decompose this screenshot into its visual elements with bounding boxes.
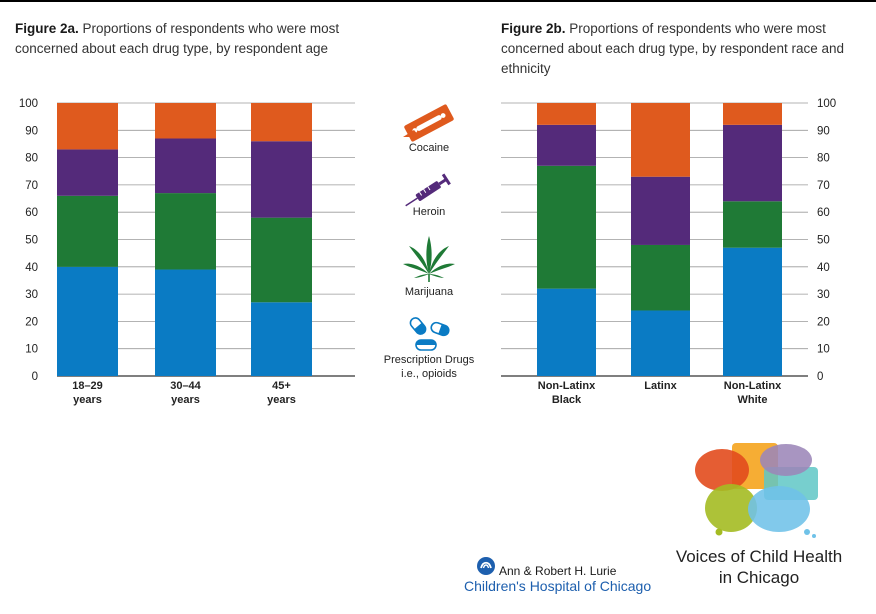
y-tick-label: 10 bbox=[817, 344, 830, 356]
y-tick-label: 80 bbox=[25, 153, 38, 165]
y-tick-label: 30 bbox=[817, 289, 830, 301]
bar-segment-prescription bbox=[723, 247, 782, 376]
powder-icon bbox=[403, 130, 420, 137]
y-tick-label: 60 bbox=[817, 207, 830, 219]
bar-segment-heroin bbox=[251, 141, 312, 218]
x-category-label: Non-Latinx bbox=[538, 380, 596, 392]
y-tick-label: 60 bbox=[25, 207, 38, 219]
y-tick-label: 50 bbox=[25, 235, 38, 247]
x-category-label: Non-Latinx bbox=[724, 380, 782, 392]
x-category-label: 18–29 bbox=[72, 380, 103, 392]
bar-segment-cocaine bbox=[631, 103, 690, 177]
figure-2b-title: Figure 2b. Proportions of respondents wh… bbox=[501, 19, 861, 79]
voices-logo-line2: in Chicago bbox=[718, 568, 800, 587]
bar-segment-prescription bbox=[251, 302, 312, 376]
y-tick-label: 90 bbox=[817, 125, 830, 137]
y-tick-label: 20 bbox=[25, 316, 38, 328]
hospital-name-line2: Children's Hospital of Chicago bbox=[464, 578, 652, 594]
legend-cocaine: Cocaine bbox=[409, 142, 449, 154]
y-tick-label: 90 bbox=[25, 125, 38, 137]
bar-segment-prescription bbox=[537, 288, 596, 376]
legend-heroin: Heroin bbox=[413, 206, 445, 218]
y-tick-label: 100 bbox=[817, 98, 836, 110]
top-rule bbox=[0, 0, 876, 2]
figure-2a-label: Figure 2a. bbox=[15, 21, 79, 36]
figure-2b-caption: Proportions of respondents who were most… bbox=[501, 21, 844, 76]
bar-segment-prescription bbox=[631, 310, 690, 376]
x-category-label-line2: years bbox=[267, 394, 296, 406]
y-tick-label: 0 bbox=[817, 371, 823, 383]
bar-segment-marijuana bbox=[155, 193, 216, 270]
bar-segment-heroin bbox=[57, 149, 118, 196]
legend-prescription-line2: i.e., opioids bbox=[401, 368, 457, 380]
y-tick-label: 100 bbox=[19, 98, 38, 110]
bar-segment-heroin bbox=[155, 138, 216, 194]
bar-segment-cocaine bbox=[251, 103, 312, 142]
bar-segment-cocaine bbox=[723, 103, 782, 125]
y-tick-label: 30 bbox=[25, 289, 38, 301]
y-tick-label: 10 bbox=[25, 344, 38, 356]
legend-prescription-line1: Prescription Drugs bbox=[384, 354, 475, 366]
y-tick-label: 0 bbox=[32, 371, 38, 383]
bar-segment-marijuana bbox=[251, 217, 312, 303]
y-tick-label: 20 bbox=[817, 316, 830, 328]
y-tick-label: 50 bbox=[817, 235, 830, 247]
hospital-name-line1: Ann & Robert H. Lurie bbox=[499, 564, 617, 578]
y-tick-label: 70 bbox=[817, 180, 830, 192]
y-tick-label: 80 bbox=[817, 153, 830, 165]
bar-segment-marijuana bbox=[537, 165, 596, 289]
bar-segment-cocaine bbox=[537, 103, 596, 125]
bar-segment-marijuana bbox=[57, 195, 118, 267]
x-category-label: 30–44 bbox=[170, 380, 201, 392]
syringe-icon bbox=[405, 173, 451, 207]
y-tick-label: 70 bbox=[25, 180, 38, 192]
pills-icon bbox=[409, 317, 450, 351]
bar-segment-heroin bbox=[537, 124, 596, 166]
hospital-logo-icon bbox=[477, 557, 495, 575]
bar-segment-cocaine bbox=[155, 103, 216, 139]
y-tick-label: 40 bbox=[25, 262, 38, 274]
bar-segment-cocaine bbox=[57, 103, 118, 150]
bar-segment-marijuana bbox=[723, 201, 782, 248]
voices-logo-line1: Voices of Child Health bbox=[675, 547, 843, 566]
cannabis-leaf-icon bbox=[403, 236, 455, 282]
x-category-label: Latinx bbox=[644, 380, 677, 392]
bar-segment-heroin bbox=[723, 124, 782, 202]
voices-logo-graphic bbox=[695, 443, 818, 538]
x-category-label-line2: White bbox=[738, 394, 768, 406]
figure-2a-caption: Proportions of respondents who were most… bbox=[15, 21, 340, 56]
x-category-label-line2: Black bbox=[552, 394, 582, 406]
x-category-label-line2: years bbox=[73, 394, 102, 406]
voices-logo-text: Voices of Child Health in Chicago bbox=[664, 546, 854, 588]
bar-segment-prescription bbox=[57, 266, 118, 376]
bar-segment-marijuana bbox=[631, 244, 690, 311]
figure-2b-label: Figure 2b. bbox=[501, 21, 566, 36]
y-tick-label: 40 bbox=[817, 262, 830, 274]
figure-2a-title: Figure 2a. Proportions of respondents wh… bbox=[15, 19, 395, 59]
bar-segment-heroin bbox=[631, 176, 690, 245]
x-category-label: 45+ bbox=[272, 380, 291, 392]
razor-blade-icon bbox=[404, 104, 454, 142]
bar-segment-prescription bbox=[155, 269, 216, 376]
x-category-label-line2: years bbox=[171, 394, 200, 406]
legend-marijuana: Marijuana bbox=[405, 286, 454, 298]
